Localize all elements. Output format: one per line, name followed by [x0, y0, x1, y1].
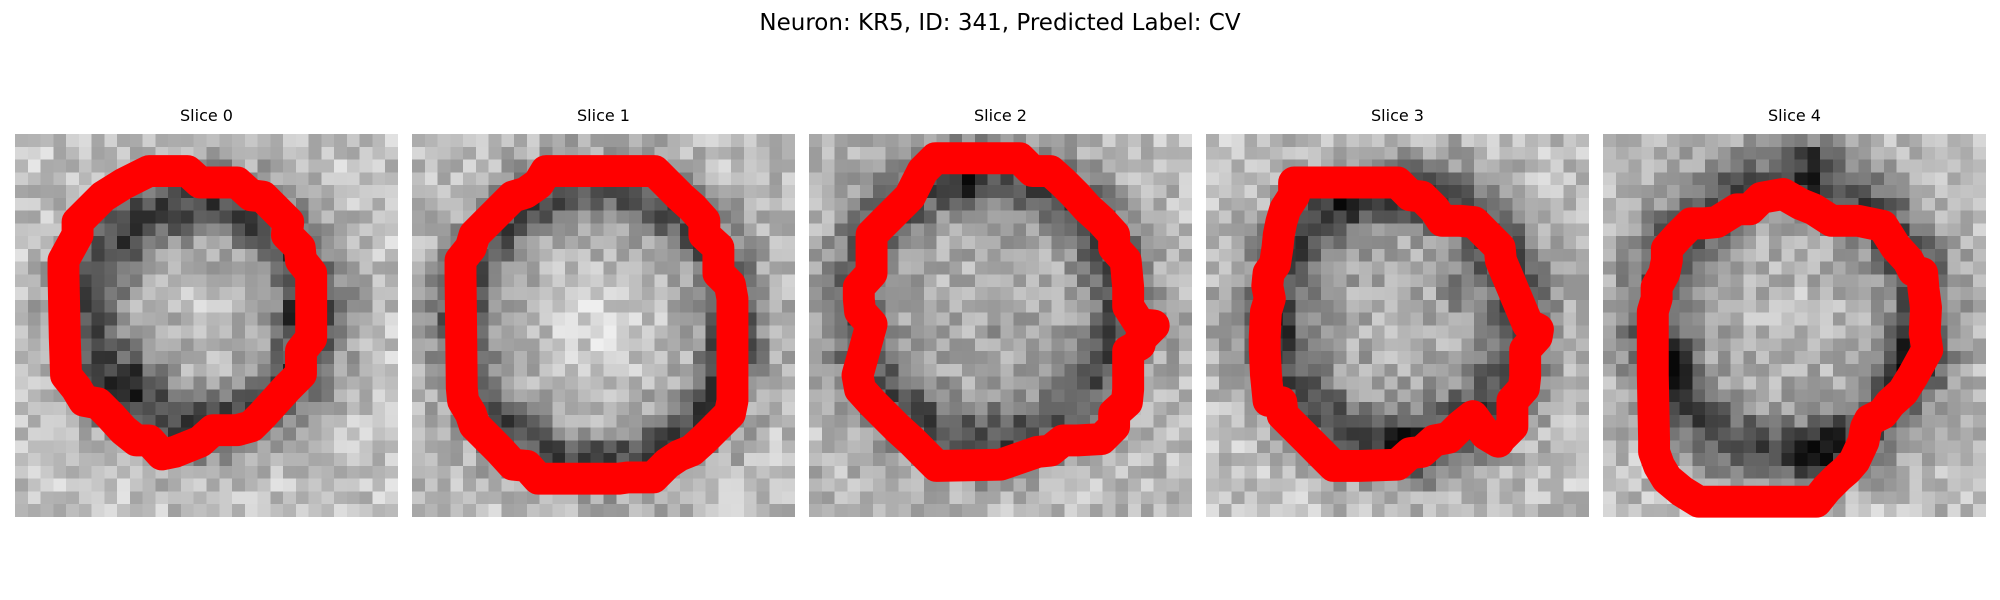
slice-title: Slice 0	[180, 106, 233, 125]
segmentation-contour	[444, 155, 749, 495]
segmentation-contour	[1248, 166, 1554, 482]
slice-title: Slice 3	[1371, 106, 1424, 125]
contour-line	[47, 155, 328, 471]
slice-title: Slice 2	[974, 106, 1027, 125]
contour-line	[1636, 178, 1944, 518]
slice-title: Slice 1	[577, 106, 630, 125]
contour-line	[841, 142, 1170, 482]
segmentation-contour	[1636, 178, 1944, 518]
slice-title: Slice 4	[1768, 106, 1821, 125]
figure-title: Neuron: KR5, ID: 341, Predicted Label: C…	[759, 10, 1241, 36]
segmentation-contour	[47, 155, 328, 471]
segmentation-contour	[841, 142, 1170, 482]
contour-line	[1248, 166, 1554, 482]
contour-line	[444, 155, 749, 495]
